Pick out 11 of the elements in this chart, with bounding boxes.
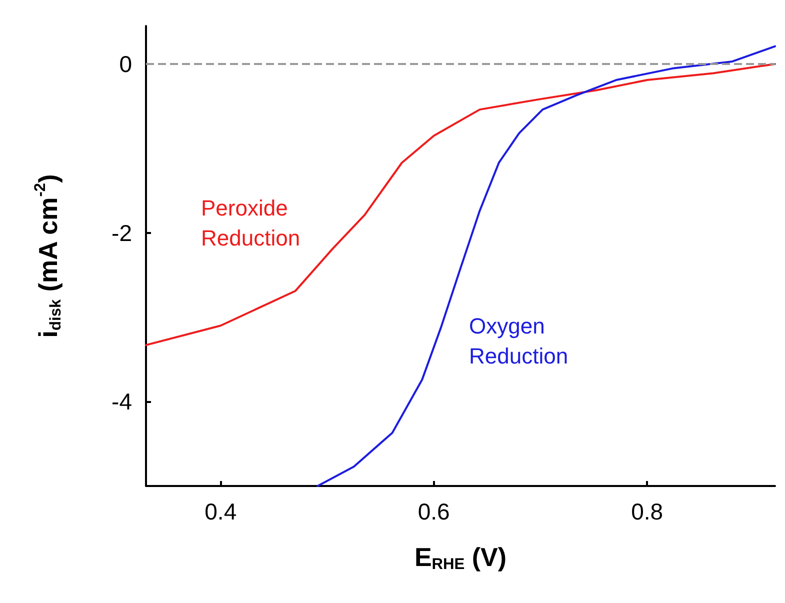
line-series [145, 62, 776, 346]
y-tick-label: -2 [112, 220, 132, 246]
x-tick-label: 0.4 [204, 498, 237, 524]
annotation: Oxygen Reduction [469, 314, 568, 368]
x-tick-label: 0.6 [418, 498, 450, 524]
line-series [316, 45, 776, 487]
y-tick-label: -4 [112, 388, 132, 415]
y-axis-title: idisk (mA cm-2) [32, 174, 64, 338]
x-tick-label: 0.8 [631, 498, 664, 524]
annotation: Peroxide Reduction [201, 196, 300, 250]
y-tick-label: 0 [119, 50, 132, 77]
